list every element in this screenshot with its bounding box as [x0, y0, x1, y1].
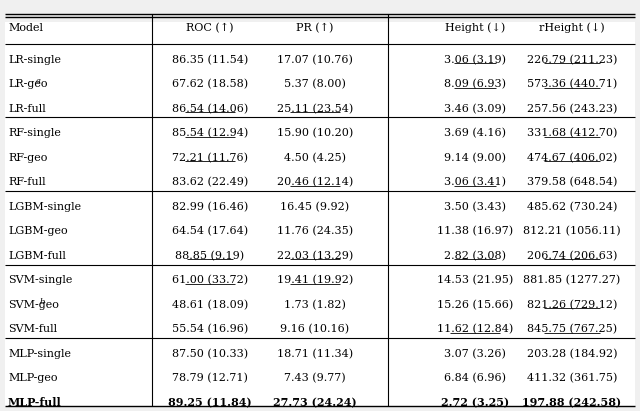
Text: 845.75 (767.25): 845.75 (767.25)	[527, 324, 617, 334]
Text: 64.54 (17.64): 64.54 (17.64)	[172, 226, 248, 236]
Text: 226.79 (211.23): 226.79 (211.23)	[527, 55, 617, 65]
Text: Height (↓): Height (↓)	[445, 23, 505, 33]
Text: 331.68 (412.70): 331.68 (412.70)	[527, 128, 617, 139]
Text: 821.26 (729.12): 821.26 (729.12)	[527, 300, 617, 310]
Text: ROC (↑): ROC (↑)	[186, 23, 234, 33]
Text: 15.90 (10.20): 15.90 (10.20)	[277, 128, 353, 139]
Text: SVM-geo: SVM-geo	[8, 300, 59, 309]
Text: 11.76 (24.35): 11.76 (24.35)	[277, 226, 353, 236]
Text: 812.21 (1056.11): 812.21 (1056.11)	[523, 226, 621, 236]
Text: 82.99 (16.46): 82.99 (16.46)	[172, 201, 248, 212]
Text: 257.56 (243.23): 257.56 (243.23)	[527, 104, 617, 114]
Text: 86.35 (11.54): 86.35 (11.54)	[172, 55, 248, 65]
Text: 206.74 (206.63): 206.74 (206.63)	[527, 251, 617, 261]
Text: RF-single: RF-single	[8, 128, 61, 138]
Text: 83.62 (22.49): 83.62 (22.49)	[172, 177, 248, 187]
Text: 67.62 (18.58): 67.62 (18.58)	[172, 79, 248, 89]
Text: 8.09 (6.93): 8.09 (6.93)	[444, 79, 506, 89]
Text: 18.71 (11.34): 18.71 (11.34)	[277, 349, 353, 359]
Text: 11.62 (12.84): 11.62 (12.84)	[437, 324, 513, 334]
Text: MLP-geo: MLP-geo	[8, 373, 58, 383]
Text: 22.03 (13.29): 22.03 (13.29)	[277, 251, 353, 261]
Text: 85.54 (12.94): 85.54 (12.94)	[172, 128, 248, 139]
Text: 72.21 (11.76): 72.21 (11.76)	[172, 152, 248, 163]
Text: 474.67 (406.02): 474.67 (406.02)	[527, 152, 617, 163]
Text: 411.32 (361.75): 411.32 (361.75)	[527, 373, 617, 383]
Text: 11.38 (16.97): 11.38 (16.97)	[437, 226, 513, 236]
Text: a: a	[35, 77, 40, 85]
Text: 881.85 (1277.27): 881.85 (1277.27)	[524, 275, 621, 285]
Text: 55.54 (16.96): 55.54 (16.96)	[172, 324, 248, 334]
Text: Model: Model	[8, 23, 43, 33]
Text: SVM-full: SVM-full	[8, 324, 57, 334]
Text: LGBM-single: LGBM-single	[8, 202, 81, 212]
Text: 61.00 (33.72): 61.00 (33.72)	[172, 275, 248, 285]
Text: 5.37 (8.00): 5.37 (8.00)	[284, 79, 346, 89]
Text: 9.14 (9.00): 9.14 (9.00)	[444, 152, 506, 163]
Text: 3.46 (3.09): 3.46 (3.09)	[444, 104, 506, 114]
Text: 2.82 (3.08): 2.82 (3.08)	[444, 251, 506, 261]
Text: MLP-full: MLP-full	[8, 397, 61, 408]
Text: 6.84 (6.96): 6.84 (6.96)	[444, 373, 506, 383]
Text: 3.50 (3.43): 3.50 (3.43)	[444, 201, 506, 212]
Text: 15.26 (15.66): 15.26 (15.66)	[437, 300, 513, 310]
Text: RF-geo: RF-geo	[8, 152, 47, 163]
Text: 87.50 (10.33): 87.50 (10.33)	[172, 349, 248, 359]
Text: 573.36 (440.71): 573.36 (440.71)	[527, 79, 617, 89]
Text: 86.54 (14.06): 86.54 (14.06)	[172, 104, 248, 114]
Text: 7.43 (9.77): 7.43 (9.77)	[284, 373, 346, 383]
Text: 14.53 (21.95): 14.53 (21.95)	[437, 275, 513, 285]
Text: 203.28 (184.92): 203.28 (184.92)	[527, 349, 617, 359]
Text: LGBM-geo: LGBM-geo	[8, 226, 68, 236]
Text: RF-full: RF-full	[8, 177, 45, 187]
Text: 197.88 (242.58): 197.88 (242.58)	[522, 397, 621, 408]
Text: 27.73 (24.24): 27.73 (24.24)	[273, 397, 357, 408]
Text: 88.85 (9.19): 88.85 (9.19)	[175, 251, 244, 261]
Text: 9.16 (10.16): 9.16 (10.16)	[280, 324, 349, 334]
Text: 16.45 (9.92): 16.45 (9.92)	[280, 201, 349, 212]
Text: SVM-single: SVM-single	[8, 275, 72, 285]
Text: MLP-single: MLP-single	[8, 349, 71, 359]
Text: 3.69 (4.16): 3.69 (4.16)	[444, 128, 506, 139]
Text: 17.07 (10.76): 17.07 (10.76)	[277, 55, 353, 65]
Text: LGBM-full: LGBM-full	[8, 251, 66, 261]
Text: 19.41 (19.92): 19.41 (19.92)	[277, 275, 353, 285]
Text: 78.79 (12.71): 78.79 (12.71)	[172, 373, 248, 383]
Text: b: b	[40, 298, 45, 306]
Text: LR-single: LR-single	[8, 55, 61, 65]
Text: 1.73 (1.82): 1.73 (1.82)	[284, 300, 346, 310]
Text: 48.61 (18.09): 48.61 (18.09)	[172, 300, 248, 310]
Text: 3.06 (3.19): 3.06 (3.19)	[444, 55, 506, 65]
Text: 3.06 (3.41): 3.06 (3.41)	[444, 177, 506, 187]
Text: 20.46 (12.14): 20.46 (12.14)	[277, 177, 353, 187]
Text: 379.58 (648.54): 379.58 (648.54)	[527, 177, 617, 187]
Text: LR-geo: LR-geo	[8, 79, 47, 89]
Text: 2.72 (3.25): 2.72 (3.25)	[441, 397, 509, 408]
Text: 25.11 (23.54): 25.11 (23.54)	[277, 104, 353, 114]
Text: rHeight (↓): rHeight (↓)	[539, 23, 605, 33]
Text: LR-full: LR-full	[8, 104, 45, 114]
Text: 4.50 (4.25): 4.50 (4.25)	[284, 152, 346, 163]
Text: PR (↑): PR (↑)	[296, 23, 333, 33]
Text: 485.62 (730.24): 485.62 (730.24)	[527, 201, 617, 212]
Text: 89.25 (11.84): 89.25 (11.84)	[168, 397, 252, 408]
Text: 3.07 (3.26): 3.07 (3.26)	[444, 349, 506, 359]
